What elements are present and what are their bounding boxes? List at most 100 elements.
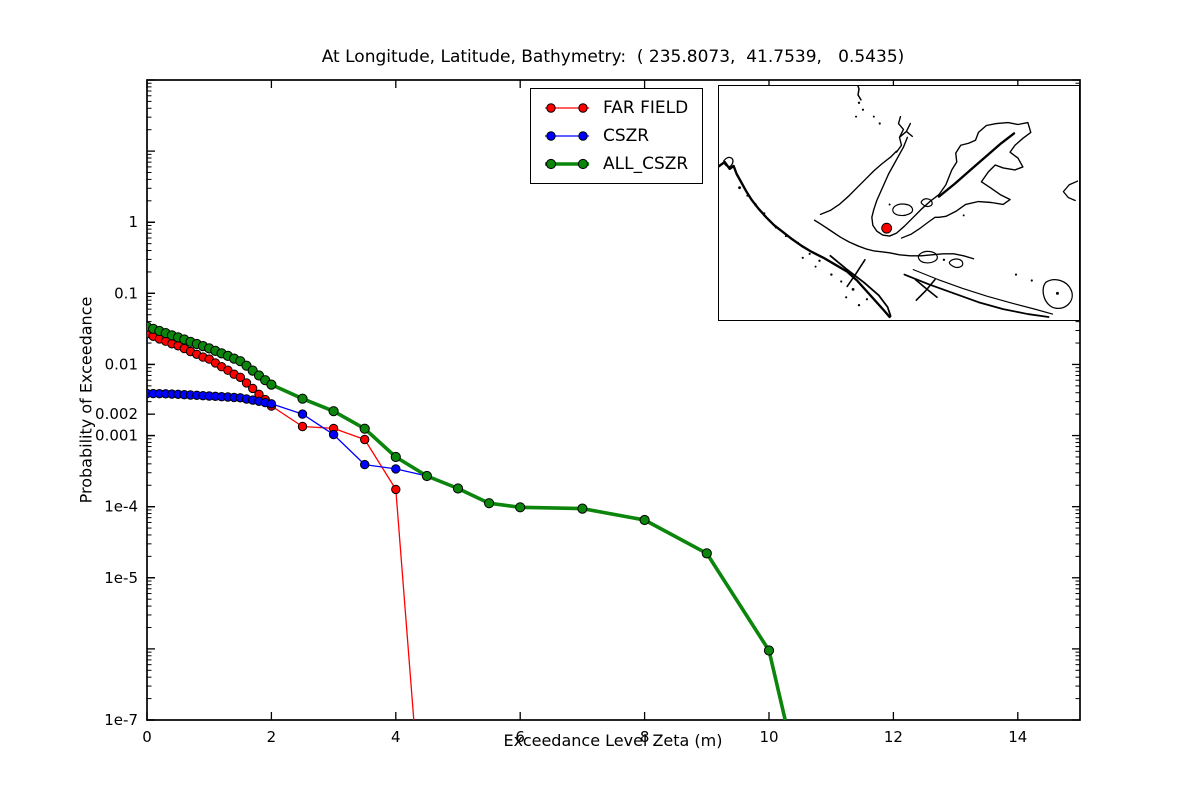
series-marker-all-cszr xyxy=(484,498,495,509)
coastline-path xyxy=(937,132,1016,198)
series-line-cszr xyxy=(147,392,428,477)
y-tick-label: 1 xyxy=(128,213,138,231)
series-layer xyxy=(147,321,787,720)
legend-item-cszr: CSZR xyxy=(541,122,702,150)
location-marker-dot xyxy=(881,222,893,234)
island-dot xyxy=(878,122,881,125)
coastline-path xyxy=(1062,180,1078,202)
coastline-path xyxy=(719,160,891,319)
series-marker-cszr xyxy=(360,459,370,470)
coastline-path xyxy=(813,219,975,260)
series-marker-cszr xyxy=(297,409,308,419)
island-dot xyxy=(1014,273,1018,276)
x-tick-label: 14 xyxy=(1008,728,1027,746)
island-dot xyxy=(796,241,799,245)
series-marker-all-cszr xyxy=(328,406,339,417)
island-dot xyxy=(818,259,821,262)
island-dot xyxy=(962,214,965,217)
y-tick-label: 1e-4 xyxy=(104,498,138,516)
y-tick-label: 1e-7 xyxy=(104,711,138,729)
series-marker-all-cszr xyxy=(421,470,432,482)
x-tick-label: 6 xyxy=(515,728,525,746)
series-marker-far-field xyxy=(360,434,370,445)
series-marker-all-cszr xyxy=(297,393,308,404)
legend-line-sample-blue xyxy=(545,131,589,141)
legend-item-label: CSZR xyxy=(603,126,650,146)
island-dot xyxy=(814,265,817,268)
island-dot xyxy=(753,203,757,206)
series-marker-far-field xyxy=(241,378,252,388)
legend: FAR FIELD CSZR ALL_CSZR xyxy=(530,88,703,184)
island-dot xyxy=(830,273,833,276)
y-tick-label: 0.1 xyxy=(114,284,138,302)
coastline-path xyxy=(903,273,1050,318)
y-tick-label: 0.001 xyxy=(95,427,138,445)
island-dot xyxy=(801,256,804,259)
series-marker-far-field xyxy=(248,383,258,394)
coastline-path xyxy=(871,136,940,237)
x-tick-label: 8 xyxy=(640,728,650,746)
coastline-path xyxy=(829,254,892,317)
series-marker-all-cszr xyxy=(577,503,588,514)
location-inset-map xyxy=(718,85,1080,321)
x-axis-label: Exceedance Level Zeta (m) xyxy=(503,731,723,750)
island-dot xyxy=(857,101,861,104)
island-dot xyxy=(774,225,778,229)
series-marker-all-cszr xyxy=(359,423,370,434)
x-tick-label: 0 xyxy=(142,728,152,746)
coastline-path xyxy=(857,86,862,101)
island-dot xyxy=(857,303,861,307)
legend-item-all-cszr: ALL_CSZR xyxy=(541,150,702,178)
coastline-path xyxy=(846,258,866,288)
legend-item-far-field: FAR FIELD xyxy=(541,94,702,122)
coastline-path xyxy=(1042,279,1073,309)
series-marker-all-cszr xyxy=(639,514,650,526)
island-dot xyxy=(763,212,766,215)
plot-title: At Longitude, Latitude, Bathymetry: ( 23… xyxy=(321,47,905,67)
island-dot xyxy=(1030,279,1033,282)
x-tick-label: 12 xyxy=(884,728,903,746)
island-dot xyxy=(845,296,848,299)
x-tick-label: 2 xyxy=(267,728,277,746)
series-marker-far-field xyxy=(297,421,308,432)
series-marker-cszr xyxy=(391,464,401,474)
coastline-path xyxy=(895,115,914,153)
coastline-map xyxy=(719,86,1078,319)
y-tick-label: 0.002 xyxy=(95,405,138,423)
coastline-path xyxy=(900,216,940,239)
series-marker-all-cszr xyxy=(763,645,775,656)
island-dot xyxy=(942,258,946,261)
island-dot xyxy=(784,234,788,238)
series-marker-cszr xyxy=(328,429,339,440)
y-tick-label: 0.01 xyxy=(105,355,138,373)
island-dot xyxy=(872,115,875,118)
coastline-path xyxy=(938,121,1032,219)
coastline-path xyxy=(917,250,938,264)
coastline-path xyxy=(912,269,1054,315)
island-dot xyxy=(861,108,865,111)
series-marker-all-cszr xyxy=(266,379,277,390)
legend-item-label: ALL_CSZR xyxy=(603,154,689,174)
series-marker-all-cszr xyxy=(390,451,401,463)
coastline-path xyxy=(723,156,734,168)
island-dot xyxy=(1055,291,1059,295)
legend-item-label: FAR FIELD xyxy=(603,98,689,118)
coastline-path xyxy=(920,198,933,208)
series-marker-all-cszr xyxy=(701,548,712,559)
coastline-path xyxy=(914,278,938,302)
coastline-path xyxy=(892,203,914,217)
series-marker-cszr xyxy=(266,399,277,409)
island-dot xyxy=(855,115,858,118)
x-tick-label: 4 xyxy=(391,728,401,746)
island-dot xyxy=(851,287,855,291)
coastline-path xyxy=(819,150,898,216)
island-dot xyxy=(888,203,891,206)
island-dot xyxy=(746,194,749,197)
island-dot xyxy=(808,252,811,255)
y-axis-label: Probability of Exceedance xyxy=(76,296,96,504)
series-marker-all-cszr xyxy=(452,483,464,494)
x-tick-label: 10 xyxy=(759,728,778,746)
island-dot xyxy=(865,298,868,301)
island-dot xyxy=(840,280,843,283)
